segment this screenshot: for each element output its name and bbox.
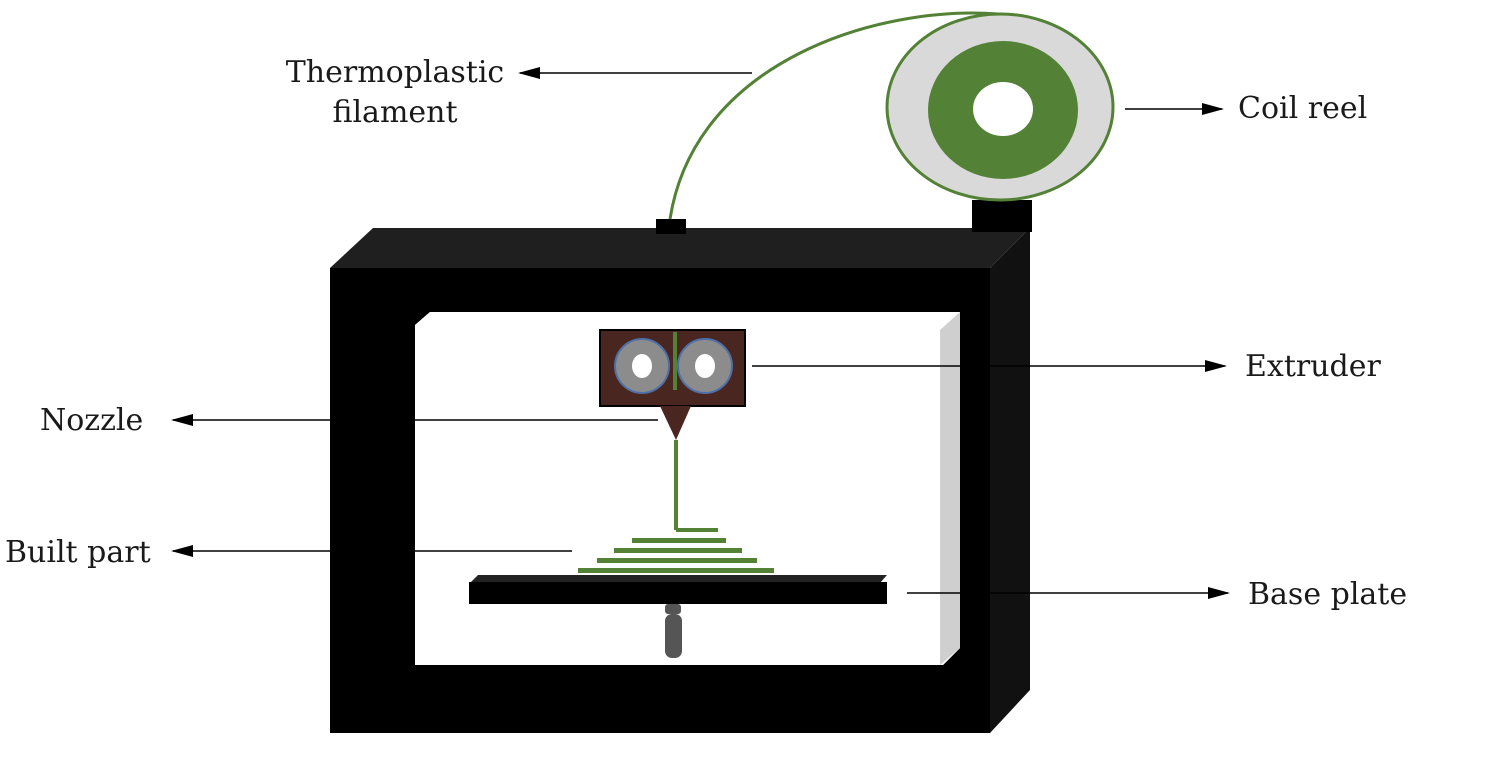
frame-side-face [990,228,1030,733]
printer-frame [330,228,1030,733]
label-built-part: Built part [5,535,151,570]
reel-post [972,200,1032,232]
filament-strand [668,11,999,220]
label-base-plate: Base plate [1248,577,1407,612]
right-roller-hole [695,354,715,378]
left-roller-hole [632,354,652,378]
built-part [578,528,774,573]
label-coil-reel: Coil reel [1238,91,1367,126]
part-layer [578,568,774,573]
frame-front-face [330,268,990,733]
label-extruder: Extruder [1245,349,1381,384]
side-panel [940,312,960,665]
filament-inlet [656,219,686,234]
nozzle-tip [660,406,691,440]
reel-hub-hole [973,82,1033,136]
coil-reel [885,12,1115,202]
base-plate [469,575,887,658]
label-thermoplastic-line2: filament [332,95,457,130]
base-plate-shaft-collar [665,604,681,614]
base-plate-shaft [665,614,682,658]
extruder-head [599,329,746,440]
base-plate-body [469,582,887,604]
part-layer [597,558,757,563]
label-thermoplastic-line1: Thermoplastic [286,55,504,90]
part-layer [676,528,718,532]
base-plate-top [470,575,887,583]
part-layer [632,538,726,543]
label-nozzle: Nozzle [40,403,143,438]
part-layer [614,548,742,553]
frame-top-face [330,228,1030,268]
leader-lines [171,67,1230,599]
